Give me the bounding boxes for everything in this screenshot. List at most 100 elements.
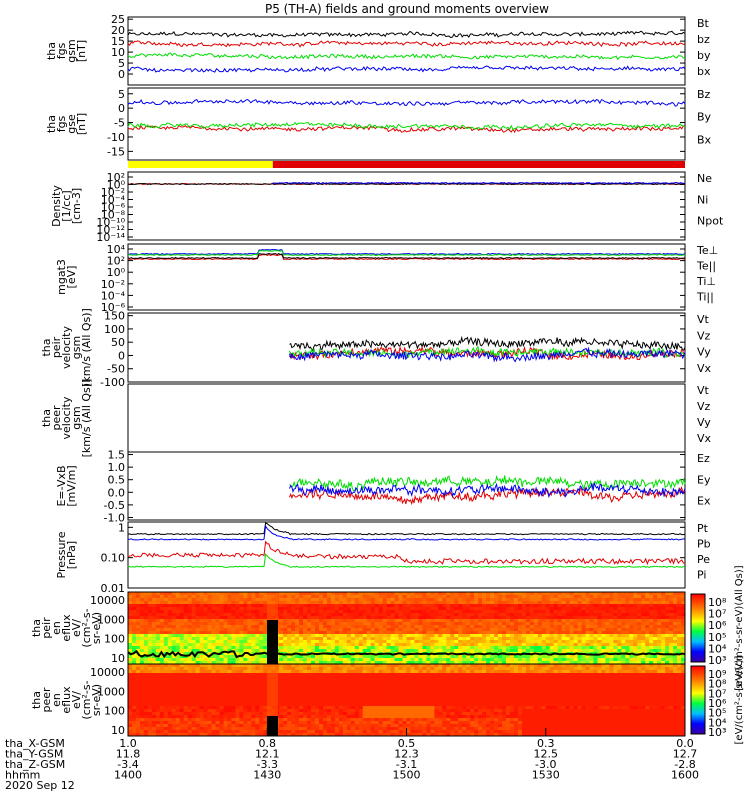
y-tick-label-fgs_b: -5	[114, 117, 125, 130]
legend-peir_velocity: Vx	[697, 362, 712, 375]
y-tick-label-fgs_b: 5	[118, 88, 125, 101]
y-tick-label-density: 10⁻¹²	[96, 224, 125, 237]
colorbar-peer_spec	[690, 665, 706, 735]
series-fgs_b-Bz-line	[127, 124, 686, 134]
y-axis-label-peer_velocity: peer	[50, 405, 63, 431]
legend-temperature: Te||	[696, 260, 716, 273]
y-tick-label-density: 10⁻²	[101, 186, 125, 199]
legend-efield: Ex	[697, 495, 711, 508]
series-temperature-Te-line	[127, 253, 686, 261]
legend-pressure: Pt	[697, 522, 709, 535]
x-axis-row-label: 2020 Sep 12	[5, 779, 75, 792]
series-pressure-Pi-line	[127, 553, 686, 568]
legend-fgs_b: Bz	[697, 88, 711, 101]
y-tick-label-efield: -1.0	[104, 511, 125, 524]
x-tick-label: 0.5	[398, 737, 416, 750]
legend-fgs_a: bx	[697, 65, 711, 78]
series-efield-Ez-line	[289, 486, 686, 506]
y-axis-label-peer_spec: sr-eV)	[90, 684, 103, 716]
data-gap-edge-peer_spec	[267, 664, 278, 716]
data-gap-peer_spec	[267, 716, 278, 736]
legend-fgs_a: by	[697, 49, 711, 62]
y-tick-label-temperature: 10⁴	[107, 243, 126, 256]
colorbar-tick-label-peir_spec: 10⁸	[708, 596, 727, 609]
y-axis-label-fgs_b: gse	[65, 114, 78, 134]
series-peir_velocity-Vx-line	[289, 346, 686, 363]
x-tick-label: 1500	[393, 769, 421, 782]
series-fgs_a-Bt-line	[127, 30, 686, 39]
series-fgs_a-by-line	[127, 52, 686, 61]
y-axis-label-peer_spec: eflux	[60, 686, 73, 714]
y-axis-label-peer_spec: (cm²-s-	[80, 680, 93, 719]
y-tick-label-density: 10⁰	[107, 179, 126, 192]
series-fgs_b-Bx-line	[127, 98, 686, 107]
colorbar-tick-label-peer_spec: 10⁴	[708, 716, 727, 729]
spectrogram-peir_spec	[128, 592, 686, 665]
legend-pressure: Pe	[697, 553, 710, 566]
y-axis-label-peir_velocity: velocity	[60, 326, 73, 369]
y-tick-label-fgs_a: 15	[111, 35, 125, 48]
y-axis-label-peir_spec: eV/	[70, 619, 83, 637]
y-tick-label-efield: 1.0	[108, 461, 126, 474]
legend-density: Npot	[697, 215, 724, 228]
y-axis-label-peir_velocity: tha	[40, 338, 53, 356]
x-tick-label: 0.3	[537, 737, 555, 750]
potential-line	[127, 649, 686, 659]
y-tick-label-efield: 1.5	[108, 449, 126, 462]
x-tick-label: 11.8	[116, 748, 141, 761]
legend-density: Ne	[697, 172, 712, 185]
colorbar-tick-label-peer_spec: 10³	[708, 726, 726, 739]
legend-pressure: Pi	[697, 569, 706, 582]
series-temperature-Ti-line	[127, 248, 686, 256]
series-efield-Ex-line	[289, 482, 686, 499]
x-tick-label: -3.0	[535, 758, 556, 771]
x-tick-label: 1530	[532, 769, 560, 782]
x-tick-label: 0.8	[259, 737, 277, 750]
y-axis-label-peir_spec: en	[50, 621, 63, 635]
y-tick-label-efield: -0.5	[104, 499, 125, 512]
y-axis-label-pressure: Pressure	[55, 531, 68, 578]
y-tick-label-peir_velocity: -100	[100, 376, 125, 389]
panel-frame-peir_velocity	[127, 312, 686, 383]
y-axis-label-peir_spec: (cm²-s-	[80, 608, 93, 647]
colorbar-tick-label-peer_spec: 10⁹	[708, 668, 726, 681]
panel-frame-density	[127, 171, 686, 241]
x-tick-label: 12.3	[394, 748, 419, 761]
x-tick-label: 1.0	[119, 737, 137, 750]
y-tick-label-peir_velocity: -50	[107, 363, 125, 376]
y-tick-label-fgs_a: 20	[111, 24, 125, 37]
x-axis-row-label: tha_Z-GSM	[5, 758, 65, 771]
y-tick-label-fgs_b: -10	[107, 131, 125, 144]
y-axis-label-fgs_a: [nT]	[75, 40, 88, 62]
x-tick-label: -3.1	[396, 758, 417, 771]
y-tick-label-peir_spec: 100	[104, 633, 125, 646]
series-density-Ni-line	[127, 182, 686, 186]
y-axis-label-peir_velocity: [km/s (All Qs)]	[80, 308, 93, 387]
x-axis-row-label: tha_X-GSM	[5, 737, 65, 750]
y-tick-label-temperature: 10⁰	[107, 266, 126, 279]
y-axis-label-fgs_a: tha	[45, 42, 58, 60]
y-tick-label-fgs_b: 0	[118, 102, 125, 115]
y-axis-label-fgs_b: tha	[45, 115, 58, 133]
x-axis-row-label: tha_Y-GSM	[5, 748, 63, 761]
y-axis-label-fgs_a: fgs	[55, 42, 68, 59]
colorbar-tick-label-peer_spec: 10⁷	[708, 687, 726, 700]
series-peir_velocity-Vt-line	[289, 335, 686, 352]
y-tick-label-pressure: 0.10	[101, 552, 126, 565]
y-tick-label-peir_velocity: 100	[104, 323, 125, 336]
x-tick-label: 12.7	[673, 748, 698, 761]
y-tick-label-peer_spec: 10000	[90, 666, 125, 679]
y-tick-label-density: 10⁻¹⁰	[96, 216, 125, 229]
panel-frame-temperature	[127, 243, 686, 311]
y-axis-label-efield: E=-VxB	[55, 465, 68, 506]
legend-peir_velocity: Vy	[697, 346, 711, 359]
y-tick-label-density: 10²	[107, 171, 125, 184]
y-axis-label-peer_velocity: velocity	[60, 396, 73, 439]
x-tick-label: 1430	[253, 769, 281, 782]
plot-title: P5 (TH-A) fields and ground moments over…	[265, 2, 549, 16]
y-axis-label-temperature: mgat3	[55, 259, 68, 295]
y-tick-label-fgs_a: 25	[111, 13, 125, 26]
series-pressure-Pe-line	[127, 540, 686, 566]
y-axis-label-peer_spec: tha	[30, 691, 43, 709]
